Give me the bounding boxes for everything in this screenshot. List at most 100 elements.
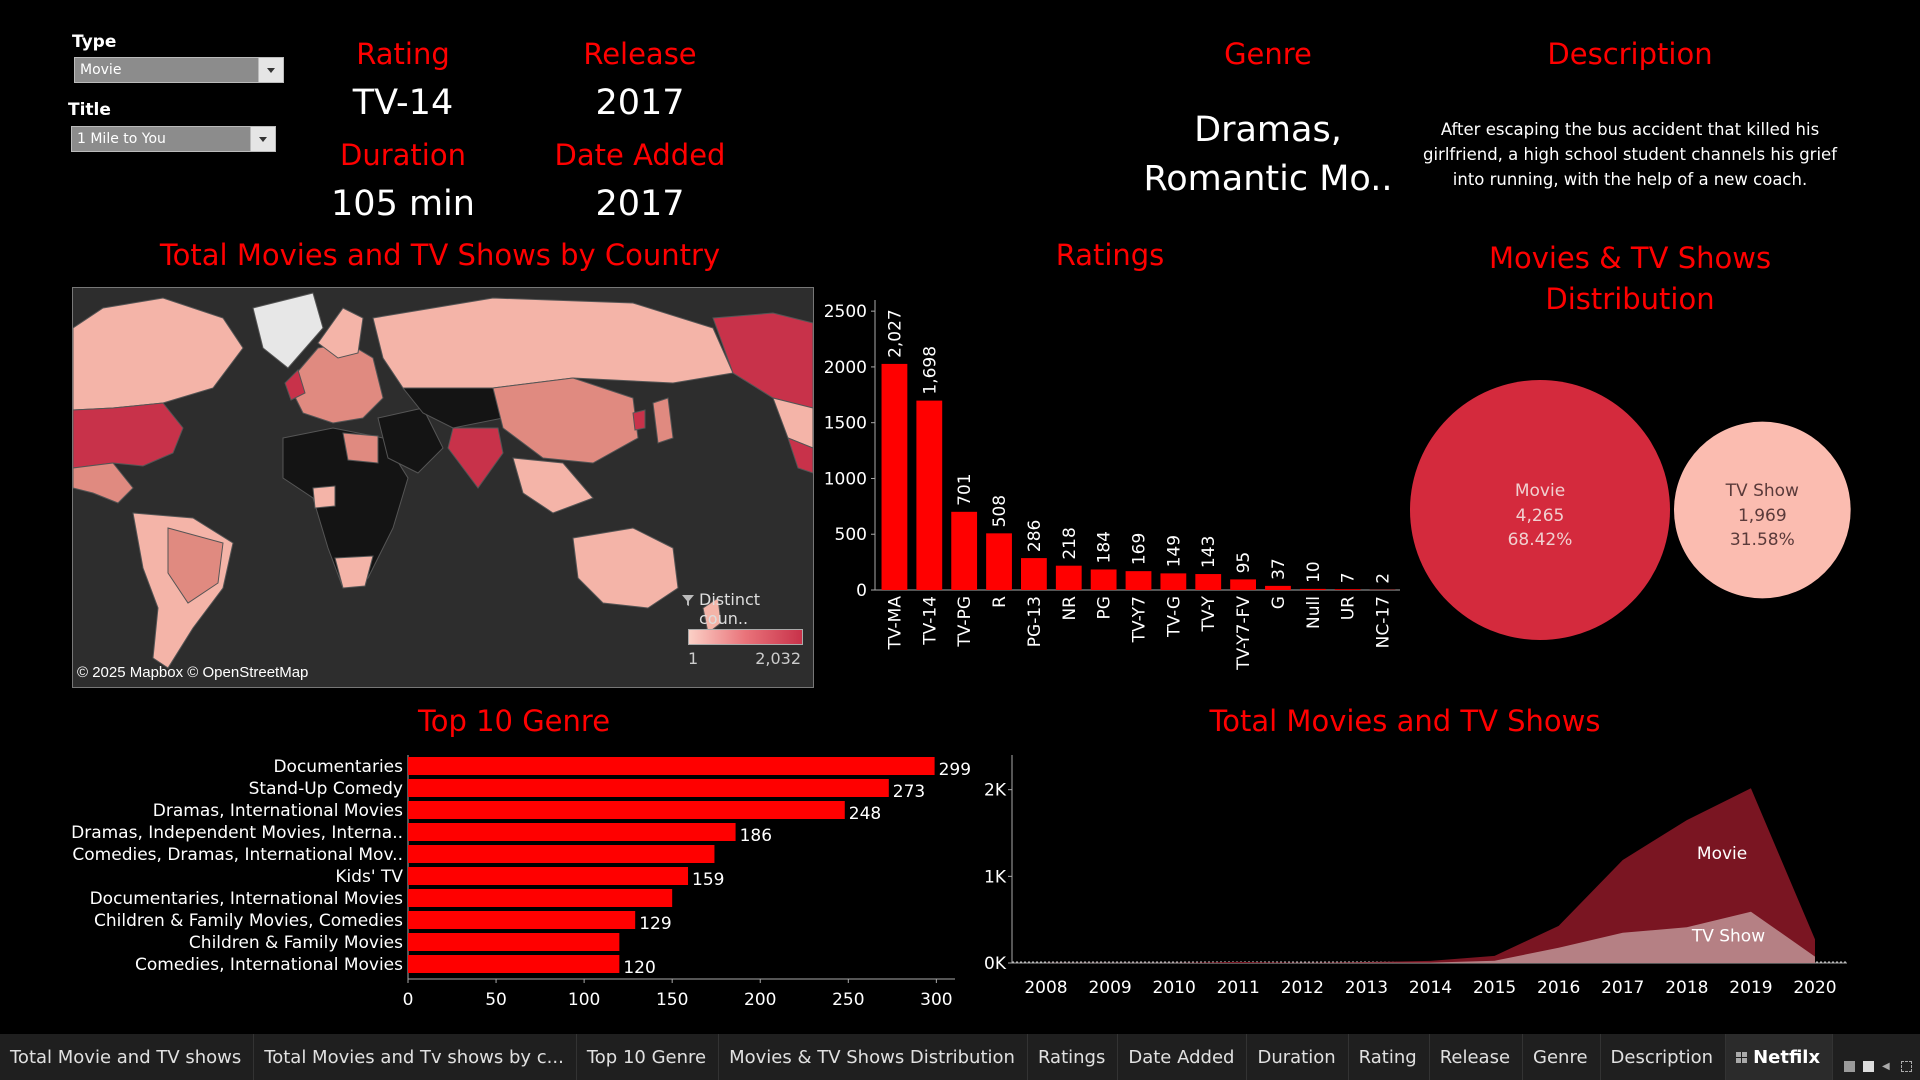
- tab-rating[interactable]: Rating: [1349, 1034, 1430, 1080]
- country-map[interactable]: Distinct coun.. 1 2,032 © 2025 Mapbox © …: [72, 287, 814, 688]
- sheet-sorter-icon[interactable]: [1844, 1061, 1855, 1072]
- ratings-category-label: Null: [1304, 596, 1324, 629]
- distribution-bubble[interactable]: [1674, 421, 1851, 599]
- genre-bar[interactable]: [408, 845, 715, 863]
- area-x-tick-label: 2017: [1601, 978, 1644, 998]
- map-region-egypt: [342, 432, 379, 464]
- legend-title: Distinct coun..: [699, 590, 761, 628]
- map-region-brazil: [167, 527, 224, 604]
- ratings-category-label: R: [990, 596, 1010, 608]
- ratings-bar-label: 218: [1060, 527, 1080, 559]
- ratings-bar[interactable]: [951, 511, 978, 590]
- genre-bar[interactable]: [408, 889, 673, 907]
- description-line2: girlfriend, a high school student channe…: [1422, 145, 1838, 164]
- map-region-middle-east: [377, 407, 444, 474]
- map-region-southeast-asia: [512, 457, 594, 514]
- genre-bar[interactable]: [408, 867, 689, 885]
- tab-genre[interactable]: Genre: [1523, 1034, 1601, 1080]
- ratings-bar[interactable]: [881, 363, 908, 590]
- dashboard-grid-icon: [1736, 1051, 1748, 1063]
- ratings-bar-label: 2,027: [885, 309, 905, 358]
- genre-bar[interactable]: [408, 955, 620, 973]
- distribution-bubble-category: Movie: [1515, 481, 1565, 501]
- genre-value-line1: Dramas,: [1194, 110, 1342, 150]
- ratings-bar[interactable]: [1334, 589, 1361, 590]
- genre-bar[interactable]: [408, 801, 845, 819]
- distribution-bubble[interactable]: [1410, 380, 1670, 640]
- area-x-tick-label: 2011: [1217, 978, 1260, 998]
- view-controls: ◀: [1844, 1061, 1912, 1072]
- genre-bar-label: 273: [893, 782, 925, 802]
- map-region-canada: [73, 297, 244, 411]
- prev-icon[interactable]: ◀: [1882, 1061, 1890, 1072]
- tab-top-10-genre[interactable]: Top 10 Genre: [577, 1034, 720, 1080]
- type-dropdown[interactable]: Movie: [74, 57, 284, 83]
- ratings-bar[interactable]: [1230, 579, 1257, 590]
- world-map-svg[interactable]: [73, 288, 813, 687]
- genre-x-tick-label: 100: [568, 990, 600, 1010]
- ratings-bar[interactable]: [916, 400, 943, 590]
- duration-value: 105 min: [331, 184, 475, 224]
- tab-netfilx-dashboard[interactable]: Netfilx: [1726, 1034, 1834, 1080]
- area-series-tv-show-label: TV Show: [1691, 926, 1765, 946]
- ratings-bar[interactable]: [986, 533, 1012, 590]
- sheet-tabs: Total Movie and TV shows Total Movies an…: [0, 1034, 1920, 1080]
- tab-distribution[interactable]: Movies & TV Shows Distribution: [719, 1034, 1028, 1080]
- tab-date-added[interactable]: Date Added: [1118, 1034, 1248, 1080]
- ratings-bar[interactable]: [1299, 588, 1326, 590]
- distribution-bubble-percent: 68.42%: [1508, 530, 1573, 550]
- tab-release[interactable]: Release: [1430, 1034, 1524, 1080]
- area-x-tick-label: 2014: [1409, 978, 1452, 998]
- genre-label: Genre: [1224, 37, 1312, 71]
- ratings-bar[interactable]: [1090, 569, 1117, 590]
- distribution-bubble-category: TV Show: [1725, 481, 1799, 501]
- top-genre-chart: Documentaries 299 Stand-Up Comedy 273 Dramas…: [71, 755, 970, 1010]
- area-x-tick-label: 2019: [1729, 978, 1772, 998]
- map-attribution[interactable]: © 2025 Mapbox © OpenStreetMap: [77, 664, 309, 681]
- fullscreen-icon[interactable]: [1901, 1061, 1912, 1072]
- map-region-central-asia: [401, 387, 504, 429]
- ratings-category-label: NR: [1060, 596, 1080, 621]
- map-region-australia: [572, 527, 679, 609]
- genre-category-label: Children & Family Movies, Comedies: [94, 911, 403, 931]
- tab-duration[interactable]: Duration: [1247, 1034, 1349, 1080]
- map-region-scandinavia: [317, 307, 364, 359]
- filmstrip-icon[interactable]: [1863, 1061, 1874, 1072]
- ratings-bar[interactable]: [1020, 558, 1047, 590]
- area-chart: 0K 1K 2K Movie TV Show 2008 2009 2010 2011 2012 20…: [984, 755, 1847, 998]
- genre-bar[interactable]: [408, 757, 935, 775]
- ratings-y-tick-label: 1000: [824, 469, 867, 489]
- area-series-tv-show[interactable]: [1046, 911, 1815, 963]
- ratings-bar-label: 37: [1269, 558, 1289, 580]
- chevron-down-icon[interactable]: [258, 58, 283, 82]
- ratings-bar[interactable]: [1055, 565, 1082, 590]
- ratings-bar[interactable]: [1195, 574, 1222, 590]
- tab-description[interactable]: Description: [1601, 1034, 1727, 1080]
- ratings-bar-label: 508: [990, 495, 1010, 527]
- genre-bar[interactable]: [408, 823, 736, 841]
- distribution-title-line2: Distribution: [1545, 282, 1715, 316]
- map-region-uk: [284, 369, 306, 401]
- chevron-down-icon[interactable]: [250, 127, 275, 151]
- ratings-bar[interactable]: [1160, 573, 1187, 590]
- ratings-category-label: UR: [1339, 596, 1359, 620]
- title-dropdown[interactable]: 1 Mile to You: [71, 126, 276, 152]
- genre-category-label: Documentaries: [273, 757, 403, 777]
- tab-total-movie-and-tv-shows[interactable]: Total Movie and TV shows: [0, 1034, 255, 1080]
- genre-bar[interactable]: [408, 911, 636, 929]
- ratings-bar-label: 184: [1095, 531, 1115, 563]
- ratings-bar[interactable]: [1125, 571, 1152, 590]
- rating-label: Rating: [356, 37, 450, 71]
- genre-bar[interactable]: [408, 779, 889, 797]
- map-region-china: [492, 377, 639, 464]
- ratings-bar-label: 10: [1304, 561, 1324, 583]
- genre-bar[interactable]: [408, 933, 620, 951]
- genre-bar-label: 129: [639, 914, 671, 934]
- tab-ratings[interactable]: Ratings: [1028, 1034, 1119, 1080]
- map-region-usa-east: [787, 437, 813, 474]
- area-series-movie[interactable]: [1046, 788, 1815, 963]
- map-region-russia: [372, 297, 734, 389]
- tab-total-by-country[interactable]: Total Movies and Tv shows by c...: [254, 1034, 577, 1080]
- legend-filter-icon[interactable]: [681, 593, 695, 612]
- ratings-bar[interactable]: [1265, 585, 1291, 590]
